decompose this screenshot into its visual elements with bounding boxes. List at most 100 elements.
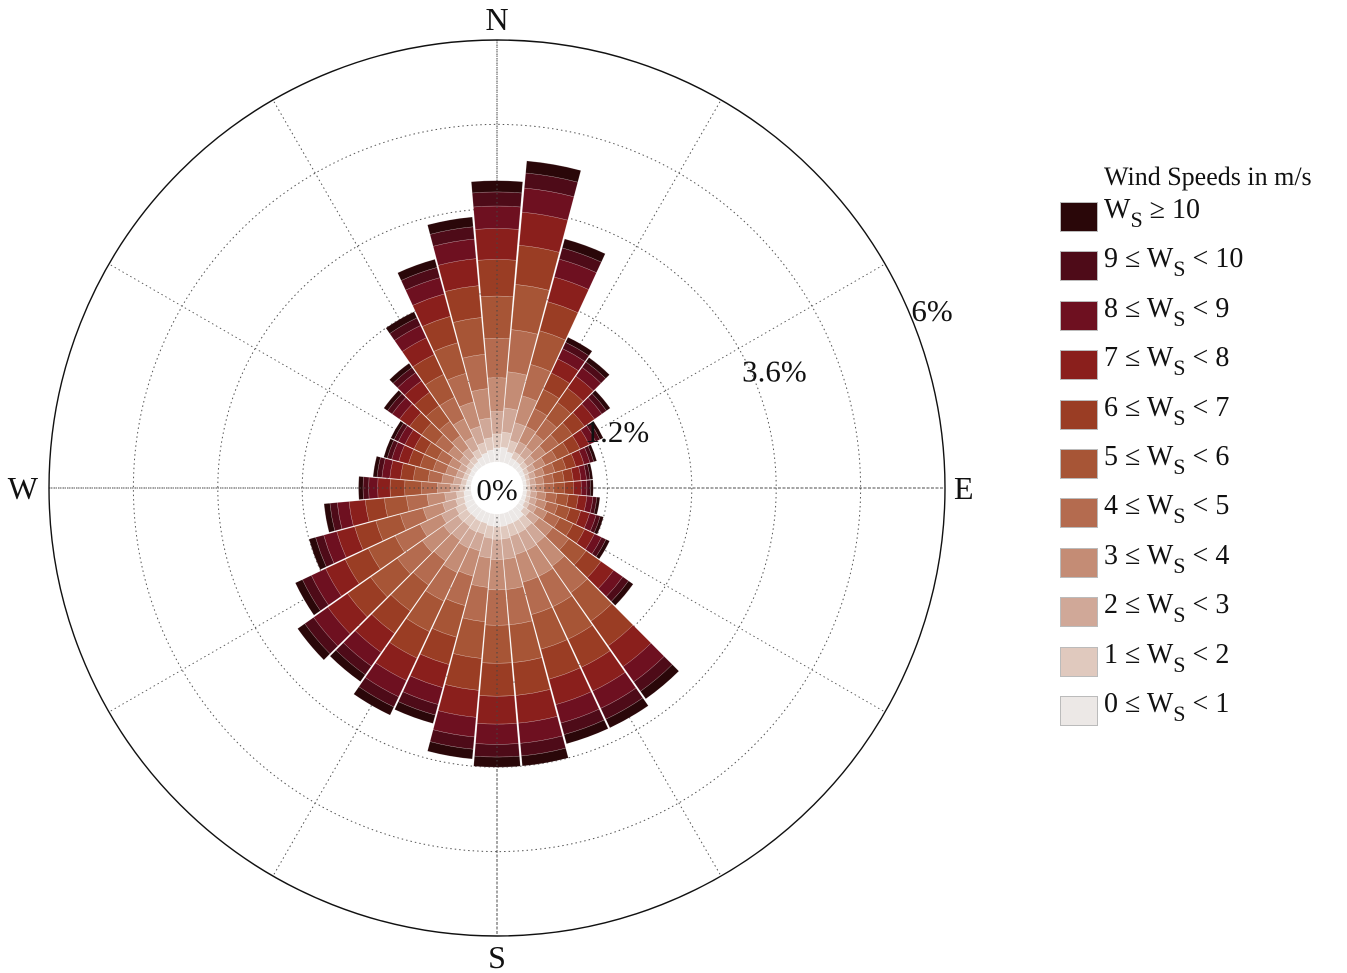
wedge-dir240-bin10 [295, 579, 321, 616]
legend-swatch [1060, 251, 1098, 282]
ring-label-2: 6% [911, 293, 952, 328]
legend-label-post: < 3 [1185, 589, 1230, 621]
legend-label-subscript: S [1173, 552, 1186, 578]
legend-label: 2 ≤ WS < 3 [1104, 589, 1230, 627]
wedge-dir270-bin7 [377, 477, 391, 499]
legend-label-post: ≥ 10 [1142, 194, 1201, 225]
legend-label: 7 ≤ WS < 8 [1104, 342, 1230, 380]
wedge-dir180-bin0 [493, 513, 501, 527]
legend-label: 3 ≤ WS < 4 [1104, 539, 1230, 578]
grid-spoke-150 [509, 510, 722, 877]
wedge-dir340-bin10 [397, 259, 438, 281]
wedge-dir0-bin7 [475, 228, 519, 261]
legend-label-pre: 7 ≤ W [1104, 342, 1174, 374]
wedge-dir260-bin10 [323, 503, 335, 533]
legend-swatch [1060, 695, 1098, 726]
legend-label-pre: 0 ≤ W [1104, 687, 1174, 719]
wedge-dir110-bin10 [593, 515, 604, 535]
wedge-dir100-bin10 [593, 496, 601, 515]
wedge-dir230-bin10 [297, 623, 331, 661]
wind-rose-wedges [295, 160, 680, 768]
wedge-dir50-bin10 [591, 390, 611, 411]
legend-label: 4 ≤ WS < 5 [1104, 490, 1229, 528]
legend-label: 8 ≤ WS < 9 [1104, 292, 1230, 331]
legend-label-pre: W [1104, 194, 1131, 225]
wedge-dir30-bin10 [565, 336, 593, 357]
grid-spoke-120 [519, 500, 886, 713]
wedge-dir40-bin10 [585, 357, 610, 379]
legend-label-pre: 6 ≤ W [1104, 391, 1174, 423]
polar-overlay [48, 39, 946, 937]
legend-label: WS ≥ 10 [1104, 194, 1201, 232]
wedge-dir190-bin10 [427, 741, 474, 760]
wedge-dir10-bin10 [525, 160, 582, 183]
legend-item: 6 ≤ WS < 7 [1060, 392, 1347, 441]
polar-labels: N S E W 0% 1.2% 3.6% 6% [8, 1, 974, 973]
legend-swatch [1060, 399, 1098, 430]
legend-label-pre: 3 ≤ W [1104, 539, 1174, 571]
legend-label-pre: 4 ≤ W [1104, 490, 1174, 522]
wedge-dir180-bin9 [474, 743, 520, 758]
legend-label-post: < 4 [1185, 539, 1230, 571]
legend-label-post: < 8 [1185, 342, 1230, 374]
grid-spoke-330 [272, 99, 485, 466]
grid-spoke-210 [272, 510, 485, 877]
legend-label-post: < 6 [1185, 440, 1230, 472]
wedge-dir150-bin10 [605, 697, 649, 729]
legend-item: 3 ≤ WS < 4 [1060, 540, 1347, 589]
wedge-dir20-bin10 [562, 238, 606, 263]
ring-label-1: 3.6% [742, 353, 807, 388]
legend-label-pre: 5 ≤ W [1104, 440, 1174, 472]
wedge-dir200-bin10 [394, 701, 436, 724]
legend-label-pre: 9 ≤ W [1104, 243, 1174, 275]
wedge-dir310-bin10 [383, 390, 403, 411]
legend-swatch [1060, 547, 1098, 578]
legend-label: 5 ≤ WS < 6 [1104, 440, 1230, 479]
legend-label-post: < 9 [1185, 292, 1230, 324]
wedge-dir300-bin10 [390, 420, 404, 440]
outer-circle [48, 39, 946, 937]
wedge-dir80-bin10 [587, 463, 594, 480]
north-label: N [485, 1, 508, 37]
wedge-dir320-bin10 [389, 363, 413, 384]
wedge-dir350-bin10 [427, 216, 474, 235]
wedge-dir90-bin10 [590, 479, 594, 497]
legend-label-pre: 8 ≤ W [1104, 292, 1174, 324]
legend-swatch [1060, 350, 1098, 381]
wedge-dir290-bin10 [383, 438, 394, 459]
grid-spoke-60 [519, 263, 886, 476]
legend-title: Wind Speeds in m/s [1104, 162, 1312, 191]
west-label: W [8, 470, 39, 506]
legend-label-subscript: S [1173, 453, 1186, 479]
wedge-dir270-bin1 [459, 484, 466, 492]
legend-item: 9 ≤ WS < 10 [1060, 243, 1347, 292]
legend-label-post: < 1 [1185, 687, 1230, 719]
grid-spoke-300 [108, 263, 475, 476]
legend-label-post: < 10 [1185, 243, 1244, 275]
wedge-dir270-bin3 [437, 482, 452, 494]
south-label: S [488, 939, 506, 973]
legend-label: 9 ≤ WS < 10 [1104, 243, 1244, 281]
legend-label-post: < 2 [1185, 638, 1230, 670]
legend-label-subscript: S [1173, 256, 1186, 282]
legend-label-subscript: S [1130, 207, 1143, 232]
legend-label-pre: 1 ≤ W [1104, 638, 1174, 670]
wedge-dir0-bin4 [484, 338, 510, 379]
legend-item: 0 ≤ WS < 1 [1060, 688, 1347, 737]
wedge-dir250-bin10 [308, 537, 327, 570]
legend-item: 1 ≤ WS < 2 [1060, 639, 1347, 688]
wedge-dir70-bin10 [587, 444, 597, 462]
wedge-dir170-bin10 [521, 747, 569, 767]
center-hole [471, 462, 523, 514]
legend-item: 2 ≤ WS < 3 [1060, 589, 1347, 638]
legend-label-subscript: S [1173, 305, 1186, 331]
legend-label-subscript: S [1173, 602, 1186, 628]
legend-swatch [1060, 498, 1098, 529]
grid-spoke-30 [509, 99, 722, 466]
wedge-dir140-bin10 [640, 664, 680, 700]
wedge-dir330-bin10 [385, 311, 418, 334]
legend-label: 0 ≤ WS < 1 [1104, 687, 1230, 726]
legend-label-post: < 7 [1185, 391, 1230, 423]
